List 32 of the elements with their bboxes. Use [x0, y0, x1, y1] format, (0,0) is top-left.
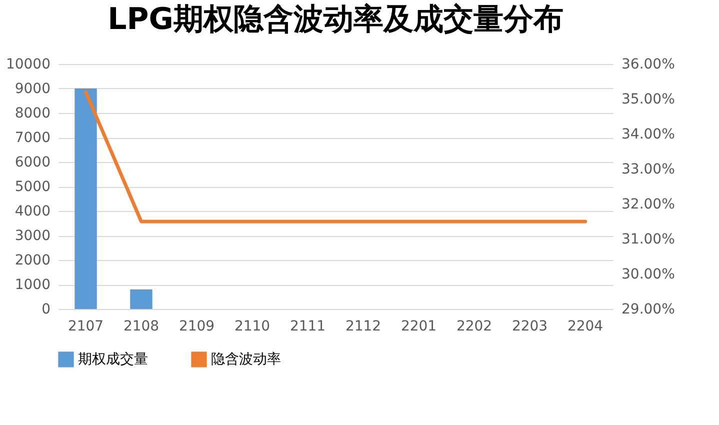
y2-tick-label: 35.00%: [622, 92, 675, 108]
x-tick-label: 2109: [178, 318, 215, 334]
y2-tick-label: 31.00%: [622, 232, 675, 248]
x-tick-label: 2112: [345, 318, 382, 334]
y-tick-label: 1000: [14, 277, 50, 293]
y2-tick-label: 33.00%: [622, 162, 675, 178]
y2-tick-label: 34.00%: [622, 126, 675, 142]
x-tick-label: 2203: [512, 318, 548, 334]
y-tick-label: 4000: [14, 204, 50, 220]
y2-tick-label: 32.00%: [622, 196, 675, 212]
x-tick-label: 2204: [567, 318, 604, 334]
chart-title: LPG期权隐含波动率及成交量分布: [108, 2, 564, 37]
legend-label: 期权成交量: [78, 351, 148, 368]
x-tick-label: 2108: [123, 318, 160, 334]
y-tick-label: 9000: [14, 81, 50, 97]
y2-tick-label: 30.00%: [622, 266, 675, 282]
x-tick-label: 2111: [290, 318, 326, 334]
y2-tick-label: 36.00%: [622, 56, 675, 72]
y-tick-label: 2000: [14, 252, 50, 268]
x-tick-label: 2110: [234, 318, 270, 334]
x-tick-label: 2107: [68, 318, 104, 334]
legend-label: 隐含波动率: [211, 351, 281, 368]
y-tick-label: 3000: [14, 228, 50, 244]
y-tick-label: 7000: [14, 130, 50, 146]
y-tick-label: 5000: [14, 179, 50, 195]
y2-tick-label: 29.00%: [622, 302, 675, 318]
x-tick-label: 2201: [400, 318, 437, 334]
y-tick-label: 10000: [6, 56, 50, 72]
y-tick-label: 8000: [14, 106, 50, 122]
y-tick-label: 0: [42, 302, 50, 318]
x-tick-label: 2202: [456, 318, 492, 334]
y-tick-label: 6000: [14, 154, 50, 170]
